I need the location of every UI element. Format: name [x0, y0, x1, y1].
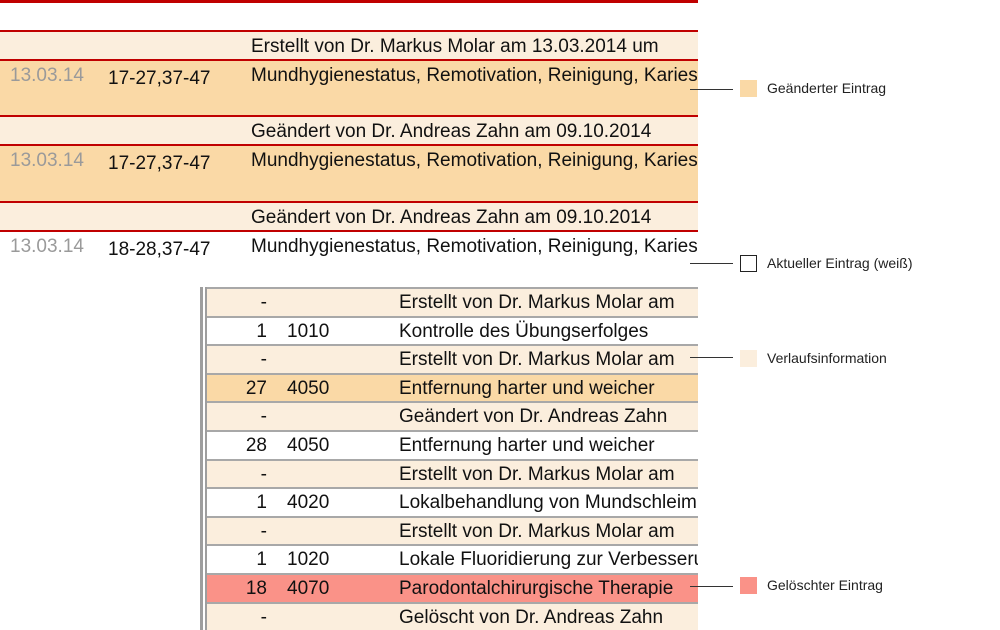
detail-rail	[205, 287, 207, 630]
detail-text: Parodontalchirurgische Therapie	[399, 578, 674, 599]
main-row-changed[interactable]: 13.03.14 17-27,37-47 Mundhygienestatus, …	[0, 144, 698, 201]
detail-text: Entfernung harter und weicher	[399, 435, 655, 456]
legend-swatch	[740, 577, 757, 594]
detail-text: Kontrolle des Übungserfolges	[399, 320, 649, 342]
entry-teeth: 17-27,37-47	[108, 153, 211, 174]
detail-text: Lokalbehandlung von Mundschleimhaut	[399, 492, 698, 514]
detail-row-history[interactable]: - Erstellt von Dr. Markus Molar am	[207, 287, 698, 316]
legend-swatch	[740, 350, 757, 367]
detail-row-changed[interactable]: 27 4050 Entfernung harter und weicher	[207, 372, 698, 402]
history-text: Geändert von Dr. Andreas Zahn am 09.10.2…	[251, 121, 652, 142]
entry-date: 13.03.14	[10, 150, 84, 171]
legend-label: Verlaufsinformation	[767, 350, 887, 366]
detail-code: 4070	[287, 578, 330, 599]
detail-text: Erstellt von Dr. Markus Molar am	[399, 292, 675, 313]
entry-description: Mundhygienestatus, Remotivation, Reinigu…	[251, 150, 698, 171]
history-text: Erstellt von Dr. Markus Molar am 13.03.2…	[251, 36, 659, 57]
entry-description: Mundhygienestatus, Remotivation, Reinigu…	[251, 236, 698, 257]
main-row-history[interactable]: Geändert von Dr. Andreas Zahn am 09.10.2…	[0, 115, 698, 144]
entry-teeth: 18-28,37-47	[108, 239, 211, 260]
detail-row-history[interactable]: - Erstellt von Dr. Markus Molar am	[207, 515, 698, 545]
treatment-detail-table: - Erstellt von Dr. Markus Molar am 1 101…	[200, 287, 698, 630]
detail-code: 4020	[287, 492, 330, 514]
entry-description: Mundhygienestatus, Remotivation, Reinigu…	[251, 65, 698, 86]
detail-qty: -	[260, 349, 267, 371]
legend-leader-current	[690, 263, 733, 264]
detail-qty: 18	[245, 578, 267, 599]
treatment-history-table: Erstellt von Dr. Markus Molar am 13.03.2…	[0, 0, 698, 630]
detail-text: Erstellt von Dr. Markus Molar am	[399, 463, 675, 485]
detail-row-deleted[interactable]: 18 4070 Parodontalchirurgische Therapie	[207, 573, 698, 602]
detail-qty: -	[260, 292, 267, 313]
legend-label: Geänderter Eintrag	[767, 80, 887, 96]
detail-qty: -	[260, 520, 267, 542]
legend-leader-changed	[690, 89, 733, 90]
detail-code: 1010	[287, 320, 330, 342]
history-text: Geändert von Dr. Andreas Zahn am 09.10.2…	[251, 207, 652, 228]
detail-row-current[interactable]: 1 1020 Lokale Fluoridierung zur Verbesse…	[207, 544, 698, 573]
detail-qty: 1	[256, 492, 267, 514]
detail-qty: 28	[245, 435, 267, 456]
legend-label: Aktueller Eintrag (weiß)	[767, 255, 913, 271]
detail-row-history[interactable]: - Erstellt von Dr. Markus Molar am	[207, 458, 698, 488]
detail-text: Entfernung harter und weicher	[399, 377, 655, 399]
detail-row-current[interactable]: 1 1010 Kontrolle des Übungserfolges	[207, 315, 698, 345]
detail-row-current[interactable]: 28 4050 Entfernung harter und weicher	[207, 430, 698, 459]
main-row-changed[interactable]: 13.03.14 17-27,37-47 Mundhygienestatus, …	[0, 59, 698, 115]
detail-qty: -	[260, 463, 267, 485]
detail-row-current[interactable]: 1 4020 Lokalbehandlung von Mundschleimha…	[207, 487, 698, 516]
detail-row-history[interactable]: - Geändert von Dr. Andreas Zahn	[207, 401, 698, 430]
detail-code: 4050	[287, 435, 330, 456]
detail-code: 1020	[287, 549, 330, 571]
detail-text: Erstellt von Dr. Markus Molar am	[399, 520, 675, 542]
entry-teeth: 17-27,37-47	[108, 68, 211, 89]
table-top-border	[0, 0, 698, 3]
entry-date: 13.03.14	[10, 65, 84, 86]
entry-date: 13.03.14	[10, 236, 84, 257]
detail-text: Geändert von Dr. Andreas Zahn	[399, 406, 668, 428]
detail-code: 4050	[287, 377, 330, 399]
detail-text: Erstellt von Dr. Markus Molar am	[399, 349, 675, 371]
detail-qty: 1	[256, 320, 267, 342]
legend-leader-history	[690, 357, 733, 358]
legend-leader-deleted	[690, 586, 733, 587]
detail-row-history[interactable]: - Gelöscht von Dr. Andreas Zahn	[207, 601, 698, 630]
main-row-current[interactable]: 13.03.14 18-28,37-47 Mundhygienestatus, …	[0, 230, 698, 287]
legend-label: Gelöschter Eintrag	[767, 577, 883, 593]
detail-qty: 27	[245, 377, 267, 399]
detail-text: Gelöscht von Dr. Andreas Zahn	[399, 606, 664, 628]
detail-row-history[interactable]: - Erstellt von Dr. Markus Molar am	[207, 344, 698, 373]
detail-qty: 1	[256, 549, 267, 571]
detail-qty: -	[260, 406, 267, 428]
main-row-history[interactable]: Geändert von Dr. Andreas Zahn am 09.10.2…	[0, 201, 698, 230]
detail-rail	[200, 287, 203, 630]
detail-text: Lokale Fluoridierung zur Verbesserung	[399, 549, 698, 571]
legend-swatch	[740, 80, 757, 97]
main-row-history[interactable]: Erstellt von Dr. Markus Molar am 13.03.2…	[0, 30, 698, 59]
legend-swatch	[740, 255, 757, 272]
detail-qty: -	[260, 606, 267, 628]
